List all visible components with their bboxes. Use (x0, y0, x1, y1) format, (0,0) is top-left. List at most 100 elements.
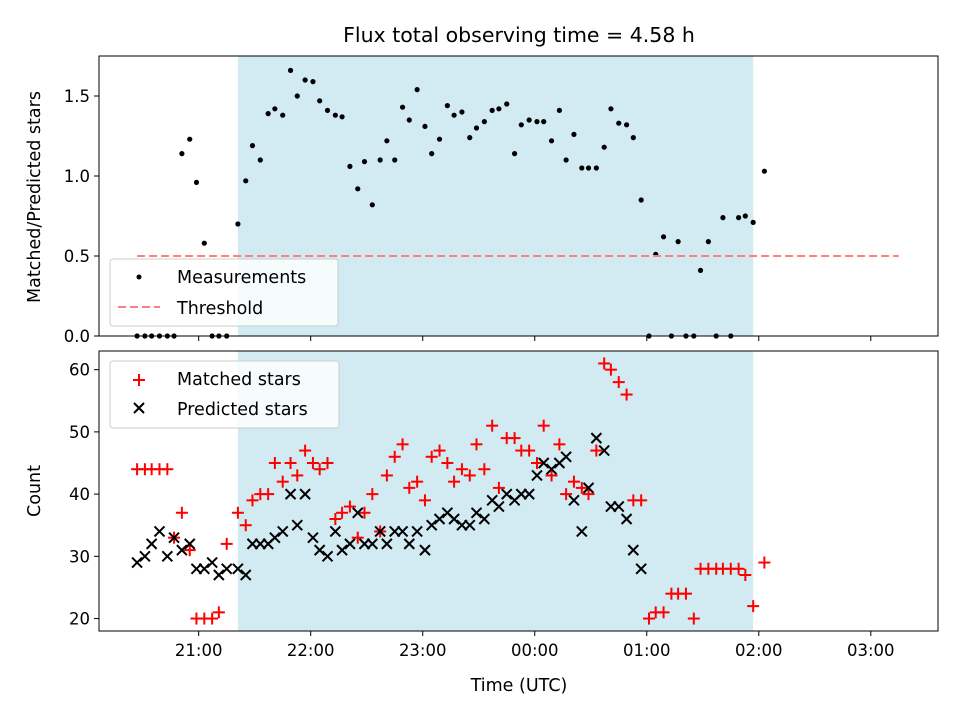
matched-star-point (231, 506, 244, 519)
matched-star-point (299, 444, 312, 457)
predicted-star-point (396, 525, 409, 538)
predicted-star-point (313, 544, 326, 556)
measurement-point (593, 165, 599, 171)
measurement-point (697, 267, 704, 273)
matched-star-point (212, 606, 225, 619)
measurement-point (705, 239, 711, 245)
measurement-point (660, 234, 667, 240)
measurement-point (294, 93, 300, 99)
predicted-star-point (206, 556, 218, 569)
predicted-star-point (627, 544, 640, 556)
measurement-point (720, 215, 726, 221)
x-tick-label: 02:00 (735, 641, 783, 660)
measurement-point (585, 165, 592, 171)
measurement-point (511, 151, 518, 157)
matched-star-point (545, 469, 558, 482)
matched-star-point (262, 488, 275, 501)
predicted-star-point (321, 550, 334, 563)
matched-star-point (276, 475, 289, 488)
matched-star-point (575, 481, 588, 494)
measurement-point (444, 103, 450, 109)
matched-star-point (530, 457, 543, 469)
measurement-point (481, 119, 487, 125)
predicted-star-point (284, 488, 297, 500)
y-tick-label-top: 0.5 (64, 247, 90, 266)
measurement-point (324, 107, 331, 113)
matched-star-point (598, 357, 611, 370)
chart-title: Flux total observing time = 4.58 h (343, 23, 695, 47)
measurement-point (459, 109, 465, 115)
predicted-star-point (493, 500, 505, 513)
measurement-point (361, 159, 368, 165)
matched-star-point (590, 444, 603, 457)
top-y-axis-label: Matched/Predicted stars (25, 91, 45, 303)
matched-star-point (441, 457, 454, 469)
predicted-star-point (336, 544, 348, 556)
measurement-point (489, 107, 495, 113)
legend-top: Measurements Threshold (109, 258, 339, 327)
measurement-point (272, 106, 278, 112)
predicted-star-point (307, 531, 319, 544)
predicted-star-point (411, 525, 423, 538)
matched-star-point (758, 556, 771, 569)
matched-star-point (642, 612, 655, 625)
measurement-point (761, 168, 767, 174)
top-panel-frame (98, 55, 939, 337)
matched-star-point (687, 612, 700, 625)
measurement-point (675, 239, 681, 245)
predicted-star-point (131, 556, 143, 569)
y-tick-label-top: 1.0 (64, 167, 90, 186)
matched-star-point (553, 438, 566, 451)
matched-star-point (455, 463, 468, 476)
matched-star-point (657, 606, 670, 619)
measurement-point (638, 197, 644, 203)
x-tick-label: 23:00 (399, 641, 447, 660)
x-tick-label: 22:00 (287, 641, 335, 660)
measurement-point (422, 123, 428, 129)
predicted-star-point (220, 563, 233, 575)
predicted-star-point (276, 525, 289, 538)
predicted-star-point (419, 544, 431, 556)
y-tick-label-top: 0.0 (64, 327, 90, 346)
predicted-star-point (352, 507, 364, 519)
y-tick-label-bottom: 40 (69, 485, 90, 504)
predicted-star-point (240, 569, 252, 581)
matched-star-point (604, 363, 617, 376)
top-panel: 0.0 0.5 1.0 1.5 Matched/Predicted stars Mea… (25, 55, 939, 346)
predicted-star-point (329, 525, 342, 538)
predicted-star-point (198, 563, 211, 575)
matched-star-point (433, 444, 446, 457)
predicted-star-point (299, 488, 311, 500)
y-tick-label-bottom: 60 (69, 361, 90, 380)
matched-star-point (336, 506, 349, 519)
matched-star-point (612, 376, 625, 389)
predicted-star-point (568, 494, 580, 507)
measurement-point (406, 117, 412, 123)
matched-star-point (523, 444, 536, 457)
measurement-point (179, 151, 185, 157)
matched-star-point (268, 457, 281, 469)
measurement-point (563, 157, 569, 163)
predicted-star-point (598, 444, 610, 457)
measurement-point (414, 87, 420, 93)
bottom-panel: 20 30 40 50 60 21:00 22:00 23:00 00:00 01:00 02:0… (25, 350, 939, 696)
matched-star-point (284, 457, 297, 469)
measurement-point (280, 112, 286, 118)
predicted-star-point (448, 513, 460, 525)
matched-star-point (739, 569, 752, 581)
x-axis-label: Time (UTC) (470, 676, 568, 696)
measurement-point (201, 240, 207, 246)
predicted-star-point (523, 488, 535, 500)
measurement-point (616, 120, 622, 126)
predicted-star-point (269, 531, 281, 544)
predicted-star-point (635, 563, 647, 575)
predicted-star-point (344, 538, 356, 550)
matched-star-point (679, 587, 692, 600)
measurement-point (377, 157, 383, 163)
measurement-point (571, 131, 577, 137)
legend-measurements-label: Measurements (177, 268, 306, 288)
matched-star-point (747, 600, 760, 613)
predicted-star-point (168, 531, 180, 544)
y-tick-label-bottom: 30 (69, 547, 90, 566)
measurement-point (556, 107, 562, 113)
